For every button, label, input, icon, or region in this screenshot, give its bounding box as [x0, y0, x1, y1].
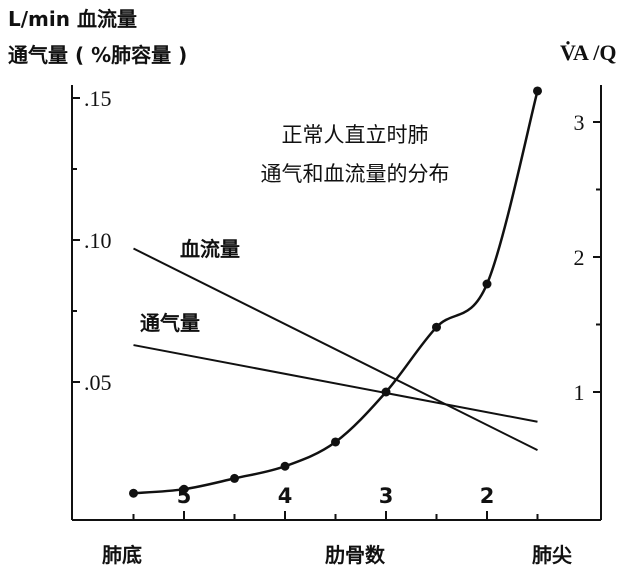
va-q-ratio-curve: [133, 90, 539, 495]
va-q-ratio-point: [230, 473, 239, 483]
x-axis-tick-label: 3: [379, 484, 394, 508]
va-q-ratio-point: [331, 437, 340, 447]
va-q-ratio-point: [533, 86, 542, 96]
left-axis-label-line1: L/min 血流量: [8, 7, 137, 31]
x-axis-tick-label: 4: [278, 484, 293, 508]
series-label-blood-flow: 血流量: [180, 237, 240, 261]
va-q-ratio-point: [280, 461, 290, 471]
va-q-ratio-point: [432, 322, 441, 332]
left-axis-label-line2: 通气量 ( %肺容量 ): [8, 43, 187, 67]
x-axis-left-end-label: 肺底: [102, 543, 142, 567]
x-axis-right-end-label: 肺尖: [532, 543, 572, 567]
right-axis-label: V̇A /Q: [560, 40, 616, 65]
va-q-ratio-point: [129, 488, 138, 498]
va-q-ratio-point: [381, 387, 391, 397]
va-q-ratio-point: [179, 484, 189, 494]
right-axis-tick-label: 3: [574, 110, 585, 135]
x-axis-tick-label: 2: [480, 484, 495, 508]
right-axis-tick-label: 2: [574, 245, 585, 270]
chart-title-line1: 正常人直立时肺: [282, 123, 429, 147]
ventilation-line: [133, 344, 538, 423]
left-axis-tick-label: .10: [84, 228, 112, 253]
va-q-ratio-point: [482, 279, 492, 289]
left-axis-tick-label: .15: [84, 86, 112, 111]
blood-flow-line: [133, 247, 538, 452]
left-axis-tick-label: .05: [84, 370, 112, 395]
x-axis-label: 肋骨数: [325, 543, 386, 567]
series-label-ventilation: 通气量: [140, 311, 200, 335]
right-axis-tick-label: 1: [574, 380, 585, 405]
chart-title-line2: 通气和血流量的分布: [261, 162, 450, 186]
